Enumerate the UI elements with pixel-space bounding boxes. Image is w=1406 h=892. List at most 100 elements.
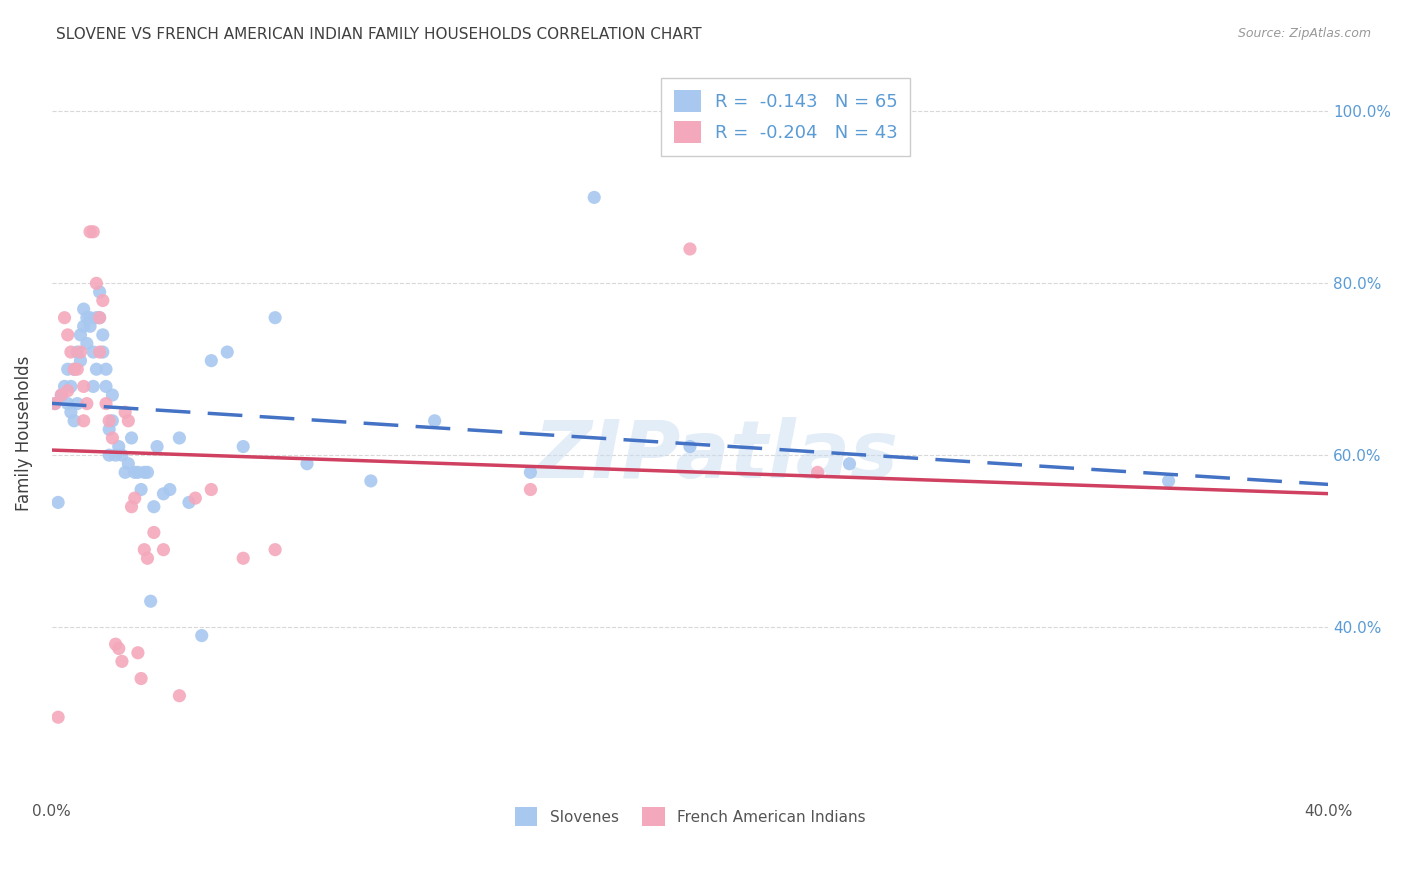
Point xyxy=(86,277,108,291)
Point xyxy=(679,242,702,256)
Point xyxy=(69,345,91,359)
Point xyxy=(190,629,212,643)
Point xyxy=(73,414,96,428)
Point xyxy=(136,551,159,566)
Point xyxy=(295,457,318,471)
Point xyxy=(63,362,86,376)
Point xyxy=(134,542,156,557)
Text: SLOVENE VS FRENCH AMERICAN INDIAN FAMILY HOUSEHOLDS CORRELATION CHART: SLOVENE VS FRENCH AMERICAN INDIAN FAMILY… xyxy=(56,27,702,42)
Point xyxy=(69,353,91,368)
Point xyxy=(124,466,146,480)
Point xyxy=(51,388,73,402)
Legend: Slovenes, French American Indians: Slovenes, French American Indians xyxy=(505,798,875,835)
Point xyxy=(66,345,89,359)
Text: ZIPatlas: ZIPatlas xyxy=(533,417,898,494)
Point xyxy=(73,379,96,393)
Point xyxy=(101,431,124,445)
Point xyxy=(98,414,121,428)
Point xyxy=(117,414,139,428)
Point xyxy=(82,345,104,359)
Point xyxy=(142,525,165,540)
Point xyxy=(423,414,446,428)
Point xyxy=(184,491,207,505)
Point xyxy=(66,396,89,410)
Point xyxy=(94,396,117,410)
Point xyxy=(169,689,191,703)
Point xyxy=(104,637,127,651)
Point xyxy=(51,388,73,402)
Point xyxy=(177,495,200,509)
Point xyxy=(91,327,114,342)
Point xyxy=(56,327,79,342)
Point xyxy=(134,466,156,480)
Point xyxy=(200,483,222,497)
Point xyxy=(152,487,174,501)
Point xyxy=(139,594,162,608)
Point xyxy=(59,345,82,359)
Point xyxy=(94,379,117,393)
Point xyxy=(89,345,111,359)
Point xyxy=(101,388,124,402)
Point xyxy=(91,345,114,359)
Point xyxy=(838,457,860,471)
Point xyxy=(136,466,159,480)
Point xyxy=(56,396,79,410)
Point xyxy=(107,641,129,656)
Point xyxy=(107,440,129,454)
Point xyxy=(63,362,86,376)
Point xyxy=(59,405,82,419)
Point xyxy=(519,466,541,480)
Point xyxy=(232,440,254,454)
Point xyxy=(79,319,101,334)
Point xyxy=(73,319,96,334)
Point xyxy=(583,190,606,204)
Point xyxy=(46,495,69,509)
Point xyxy=(91,293,114,308)
Point xyxy=(200,353,222,368)
Point xyxy=(53,379,76,393)
Point xyxy=(264,542,287,557)
Y-axis label: Family Households: Family Households xyxy=(15,356,32,511)
Point xyxy=(59,379,82,393)
Point xyxy=(111,448,134,462)
Point xyxy=(89,310,111,325)
Point xyxy=(121,431,143,445)
Point xyxy=(101,414,124,428)
Point xyxy=(124,491,146,505)
Point xyxy=(76,310,98,325)
Point xyxy=(129,483,152,497)
Point xyxy=(111,654,134,668)
Point xyxy=(129,672,152,686)
Point xyxy=(44,396,66,410)
Point xyxy=(519,483,541,497)
Point xyxy=(146,440,169,454)
Point xyxy=(79,225,101,239)
Point xyxy=(98,422,121,436)
Point xyxy=(121,500,143,514)
Point xyxy=(76,396,98,410)
Point xyxy=(217,345,239,359)
Point xyxy=(86,310,108,325)
Point xyxy=(142,500,165,514)
Point xyxy=(117,457,139,471)
Point xyxy=(127,466,149,480)
Point xyxy=(679,440,702,454)
Point xyxy=(89,285,111,299)
Point xyxy=(82,225,104,239)
Point xyxy=(56,362,79,376)
Point xyxy=(114,466,136,480)
Point xyxy=(79,310,101,325)
Point xyxy=(69,327,91,342)
Point xyxy=(82,379,104,393)
Point xyxy=(114,405,136,419)
Point xyxy=(159,483,181,497)
Point xyxy=(152,542,174,557)
Point xyxy=(63,414,86,428)
Point xyxy=(53,310,76,325)
Point xyxy=(73,302,96,317)
Point xyxy=(76,336,98,351)
Point xyxy=(1157,474,1180,488)
Point xyxy=(56,384,79,398)
Point xyxy=(806,466,828,480)
Text: Source: ZipAtlas.com: Source: ZipAtlas.com xyxy=(1237,27,1371,40)
